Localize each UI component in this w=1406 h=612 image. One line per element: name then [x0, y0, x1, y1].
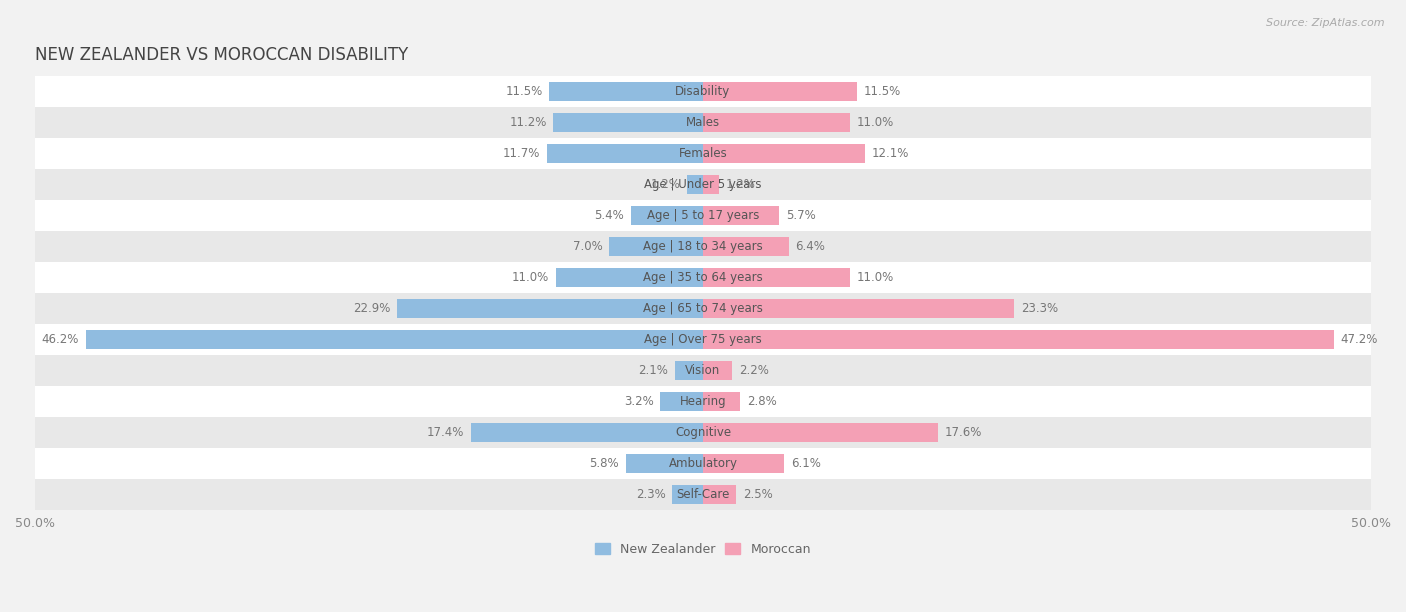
Text: 6.4%: 6.4% [796, 240, 825, 253]
Bar [703, 113, 851, 132]
Text: Ambulatory: Ambulatory [668, 457, 738, 470]
Text: 11.5%: 11.5% [505, 85, 543, 99]
Text: Cognitive: Cognitive [675, 426, 731, 439]
Text: Age | 18 to 34 years: Age | 18 to 34 years [643, 240, 763, 253]
Bar [35, 324, 1371, 355]
Text: Source: ZipAtlas.com: Source: ZipAtlas.com [1267, 18, 1385, 28]
Text: NEW ZEALANDER VS MOROCCAN DISABILITY: NEW ZEALANDER VS MOROCCAN DISABILITY [35, 46, 408, 64]
Bar [626, 454, 703, 473]
Text: 2.2%: 2.2% [740, 364, 769, 377]
Text: 17.6%: 17.6% [945, 426, 983, 439]
Bar [703, 454, 785, 473]
Bar [471, 424, 703, 442]
Legend: New Zealander, Moroccan: New Zealander, Moroccan [595, 543, 811, 556]
Text: 17.4%: 17.4% [426, 426, 464, 439]
Bar [86, 330, 703, 349]
Text: 1.2%: 1.2% [651, 178, 681, 191]
Text: Age | 35 to 64 years: Age | 35 to 64 years [643, 271, 763, 284]
Text: 6.1%: 6.1% [792, 457, 821, 470]
Bar [35, 231, 1371, 262]
Text: Age | Under 5 years: Age | Under 5 years [644, 178, 762, 191]
Bar [35, 479, 1371, 510]
Bar [703, 176, 718, 194]
Text: Disability: Disability [675, 85, 731, 99]
Text: 5.4%: 5.4% [595, 209, 624, 222]
Text: 12.1%: 12.1% [872, 147, 908, 160]
Text: Males: Males [686, 116, 720, 129]
Text: 11.5%: 11.5% [863, 85, 901, 99]
Text: 11.0%: 11.0% [856, 116, 894, 129]
Text: 2.3%: 2.3% [636, 488, 665, 501]
Text: Age | 65 to 74 years: Age | 65 to 74 years [643, 302, 763, 315]
Bar [703, 330, 1334, 349]
Bar [35, 169, 1371, 200]
Bar [35, 355, 1371, 386]
Text: Hearing: Hearing [679, 395, 727, 408]
Text: 1.2%: 1.2% [725, 178, 755, 191]
Bar [661, 392, 703, 411]
Text: 5.7%: 5.7% [786, 209, 815, 222]
Bar [609, 237, 703, 256]
Text: 2.5%: 2.5% [744, 488, 773, 501]
Text: Self-Care: Self-Care [676, 488, 730, 501]
Bar [703, 206, 779, 225]
Bar [35, 417, 1371, 448]
Text: 11.0%: 11.0% [856, 271, 894, 284]
Bar [703, 361, 733, 380]
Bar [703, 144, 865, 163]
Bar [35, 76, 1371, 107]
Text: 2.1%: 2.1% [638, 364, 668, 377]
Bar [675, 361, 703, 380]
Bar [703, 424, 938, 442]
Bar [547, 144, 703, 163]
Text: 5.8%: 5.8% [589, 457, 619, 470]
Text: 47.2%: 47.2% [1340, 333, 1378, 346]
Bar [672, 485, 703, 504]
Bar [35, 262, 1371, 293]
Bar [35, 448, 1371, 479]
Bar [703, 83, 856, 101]
Bar [703, 392, 741, 411]
Bar [550, 83, 703, 101]
Bar [35, 138, 1371, 169]
Bar [554, 113, 703, 132]
Text: 11.7%: 11.7% [502, 147, 540, 160]
Bar [703, 485, 737, 504]
Text: 11.2%: 11.2% [509, 116, 547, 129]
Bar [35, 386, 1371, 417]
Text: 2.8%: 2.8% [747, 395, 778, 408]
Bar [703, 268, 851, 287]
Text: 3.2%: 3.2% [624, 395, 654, 408]
Bar [35, 107, 1371, 138]
Bar [35, 293, 1371, 324]
Text: Vision: Vision [685, 364, 721, 377]
Bar [703, 299, 1014, 318]
Text: 46.2%: 46.2% [42, 333, 79, 346]
Text: 23.3%: 23.3% [1021, 302, 1059, 315]
Bar [396, 299, 703, 318]
Text: Females: Females [679, 147, 727, 160]
Text: 7.0%: 7.0% [574, 240, 603, 253]
Text: Age | 5 to 17 years: Age | 5 to 17 years [647, 209, 759, 222]
Bar [688, 176, 703, 194]
Bar [631, 206, 703, 225]
Bar [35, 200, 1371, 231]
Text: Age | Over 75 years: Age | Over 75 years [644, 333, 762, 346]
Bar [703, 237, 789, 256]
Text: 11.0%: 11.0% [512, 271, 550, 284]
Text: 22.9%: 22.9% [353, 302, 391, 315]
Bar [555, 268, 703, 287]
